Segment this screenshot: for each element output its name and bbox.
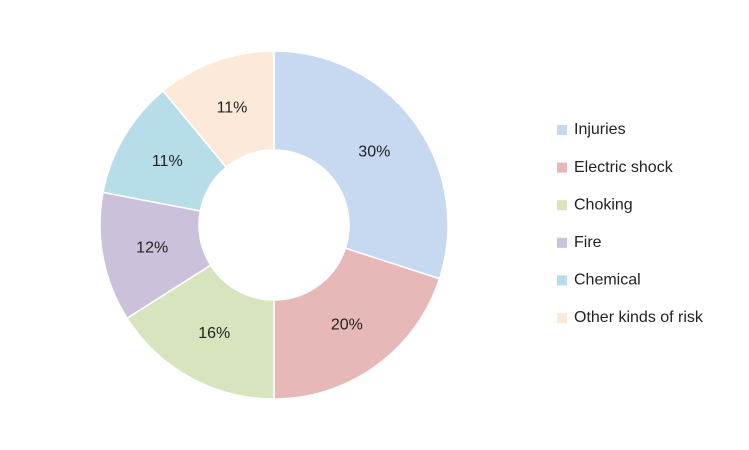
donut-slice bbox=[126, 264, 275, 400]
legend-label: Electric shock bbox=[574, 159, 674, 176]
data-label: 11% bbox=[152, 153, 183, 170]
data-label: 16% bbox=[198, 325, 230, 342]
legend-label: Fire bbox=[574, 234, 602, 251]
legend-swatch bbox=[557, 162, 567, 173]
donut-slice bbox=[273, 247, 441, 400]
legend-swatch bbox=[557, 125, 567, 135]
legend-label: Injuries bbox=[574, 121, 626, 138]
legend-swatch bbox=[557, 275, 567, 286]
donut-slice bbox=[162, 50, 275, 169]
legend-swatch bbox=[557, 200, 567, 211]
data-label: 20% bbox=[331, 317, 363, 334]
data-label: 11% bbox=[217, 100, 248, 117]
legend-label: Choking bbox=[574, 196, 633, 213]
legend-label: Chemical bbox=[574, 272, 641, 289]
legend-swatch bbox=[557, 237, 567, 248]
legend-label: Other kinds of risk bbox=[574, 309, 704, 326]
donut-slice bbox=[273, 50, 449, 280]
data-label: 12% bbox=[136, 239, 168, 256]
data-label: 30% bbox=[358, 143, 390, 160]
legend-swatch bbox=[557, 313, 567, 323]
